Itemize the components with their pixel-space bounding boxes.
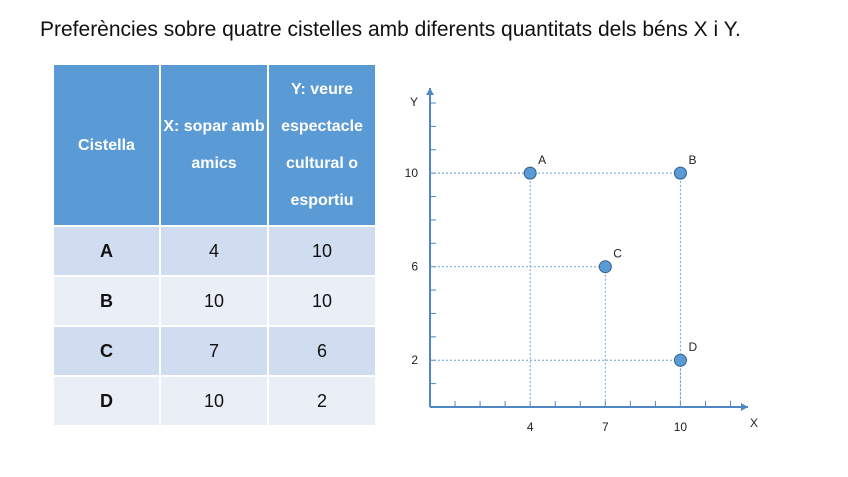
point-label-b: B [688,153,696,167]
x-tick-label: 7 [602,420,609,434]
x-tick-label: 10 [674,420,688,434]
row-y-value: 10 [267,275,377,327]
point-label-c: C [613,247,622,261]
row-y-value: 10 [267,225,377,277]
row-x-value: 10 [159,275,269,327]
point-label-a: A [538,153,546,167]
y-tick-label: 6 [411,260,418,274]
row-y-value: 6 [267,325,377,377]
header-y: Y: veure espectacle cultural o esportiu [267,63,377,227]
y-tick-label: 10 [405,166,419,180]
page-title: Preferències sobre quatre cistelles amb … [40,18,741,41]
row-x-value: 4 [159,225,269,277]
data-point-d [673,353,687,367]
x-tick-label: 4 [527,420,534,434]
table-row: C 7 6 [52,325,377,377]
row-x-value: 10 [159,375,269,427]
header-cistella: Cistella [52,63,161,227]
data-point-a [523,166,537,180]
row-basket-label: A [52,225,161,277]
row-basket-label: B [52,275,161,327]
row-basket-label: D [52,375,161,427]
row-y-value: 2 [267,375,377,427]
table-header-row: Cistella X: sopar amb amics Y: veure esp… [52,63,377,227]
y-axis-label: Y [410,95,418,109]
row-x-value: 7 [159,325,269,377]
y-tick-label: 2 [411,353,418,367]
x-axis-label: X [750,416,758,430]
point-label-d: D [688,340,697,354]
baskets-table: Cistella X: sopar amb amics Y: veure esp… [52,63,377,427]
table-row: B 10 10 [52,275,377,327]
header-x: X: sopar amb amics [159,63,269,227]
row-basket-label: C [52,325,161,377]
data-point-b [673,166,687,180]
table-row: A 4 10 [52,225,377,277]
y-axis-arrow [426,88,434,95]
data-point-c [598,260,612,274]
table-row: D 10 2 [52,375,377,427]
x-axis-arrow [741,403,748,411]
